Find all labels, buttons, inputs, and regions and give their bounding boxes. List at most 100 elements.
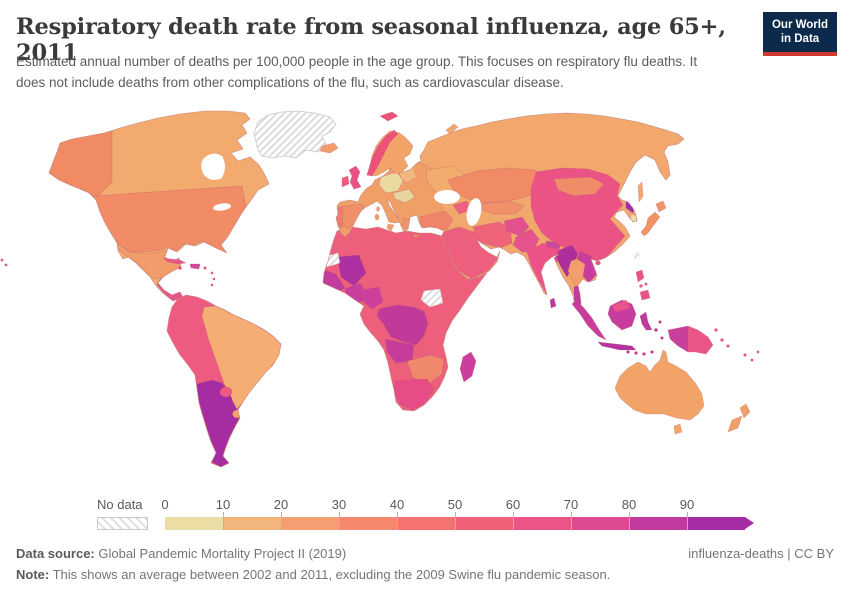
region-norway[interactable] <box>366 129 399 177</box>
region-new-zealand-south[interactable] <box>727 415 743 433</box>
region-vanuatu[interactable] <box>750 358 754 362</box>
region-puerto-rico[interactable] <box>203 266 207 270</box>
region-lesser-sunda[interactable] <box>650 350 654 354</box>
region-philippines-visayas[interactable] <box>639 284 643 288</box>
region-novaya-zemlya[interactable] <box>445 123 459 135</box>
legend-segment[interactable] <box>687 517 745 530</box>
legend-segment[interactable] <box>397 517 455 530</box>
region-turkey[interactable] <box>419 210 454 232</box>
data-source-line: Data source: Global Pandemic Mortality P… <box>16 546 346 561</box>
region-crete[interactable] <box>412 234 420 238</box>
region-pacific-wrap[interactable] <box>0 258 4 262</box>
region-paraguay[interactable] <box>219 386 233 398</box>
region-ireland[interactable] <box>341 175 350 188</box>
region-svalbard[interactable] <box>379 111 399 122</box>
legend-no-data-swatch[interactable] <box>97 517 148 530</box>
region-zambia-zimbabwe-botswana[interactable] <box>406 354 445 384</box>
region-lesser-sunda[interactable] <box>626 350 630 354</box>
region-iran[interactable] <box>472 221 513 249</box>
region-philippines-luzon[interactable] <box>635 269 645 283</box>
region-congo-drc[interactable] <box>376 304 429 346</box>
legend-segment[interactable] <box>223 517 281 530</box>
region-java[interactable] <box>597 341 637 351</box>
legend-segment[interactable] <box>455 517 513 530</box>
region-mali[interactable] <box>336 254 367 287</box>
south-america-coast <box>166 294 282 468</box>
region-madagascar[interactable] <box>459 351 477 383</box>
region-corsica[interactable] <box>376 206 380 212</box>
legend-segment[interactable] <box>571 517 629 530</box>
region-china[interactable] <box>530 167 626 262</box>
region-angola[interactable] <box>384 338 415 364</box>
legend-segment[interactable] <box>629 517 687 530</box>
region-philippines-visayas[interactable] <box>644 282 648 286</box>
region-lesser-antilles[interactable] <box>212 277 216 281</box>
region-sulawesi[interactable] <box>639 311 653 331</box>
region-sri-lanka[interactable] <box>549 297 557 309</box>
region-iceland[interactable] <box>319 142 339 154</box>
region-sardinia[interactable] <box>374 213 380 221</box>
region-afghanistan[interactable] <box>503 216 530 237</box>
region-borneo-north[interactable] <box>611 299 631 313</box>
region-pacific-islands[interactable] <box>756 350 760 354</box>
region-solomon-islands[interactable] <box>726 344 730 348</box>
region-japan-honshu[interactable] <box>640 211 661 237</box>
legend-bar <box>165 517 745 530</box>
region-solomon-islands[interactable] <box>720 338 724 342</box>
region-lesser-antilles[interactable] <box>210 271 214 275</box>
region-mongolia[interactable] <box>553 176 605 197</box>
region-nigeria[interactable] <box>361 286 384 310</box>
region-fiji[interactable] <box>743 353 747 357</box>
region-alaska[interactable] <box>44 129 113 199</box>
note-line: Note: This shows an average between 2002… <box>16 567 610 582</box>
legend-segment[interactable] <box>513 517 571 530</box>
region-png-islands[interactable] <box>714 328 718 332</box>
region-pacific-wrap[interactable] <box>4 263 8 267</box>
legend-segment[interactable] <box>281 517 339 530</box>
region-lesser-sunda[interactable] <box>634 351 638 355</box>
legend-segment[interactable] <box>165 517 223 530</box>
region-cuba[interactable] <box>162 257 187 265</box>
region-central-europe[interactable] <box>392 188 416 204</box>
owid-logo[interactable]: Our World in Data <box>763 12 837 56</box>
eurasia-coast <box>335 112 685 312</box>
region-hainan[interactable] <box>595 260 601 266</box>
region-south-sudan[interactable] <box>420 288 444 308</box>
region-japan-hokkaido[interactable] <box>655 200 667 213</box>
caspian-sea <box>466 198 482 226</box>
region-sicily[interactable] <box>386 223 395 232</box>
region-greenland[interactable] <box>253 110 337 159</box>
region-papua-new-guinea[interactable] <box>687 325 714 355</box>
region-moluccas[interactable] <box>654 328 658 332</box>
hudson-bay <box>201 153 225 180</box>
region-hispaniola[interactable] <box>189 263 201 270</box>
region-philippines-mindanao[interactable] <box>639 289 651 301</box>
data-source-label: Data source: <box>16 546 95 561</box>
region-portugal[interactable] <box>336 206 344 229</box>
legend-no-data-label: No data <box>97 497 143 512</box>
data-source-text: Global Pandemic Mortality Project II (20… <box>94 546 347 561</box>
region-jamaica[interactable] <box>178 266 182 270</box>
legend-segment[interactable] <box>339 517 397 530</box>
region-uruguay[interactable] <box>232 409 242 419</box>
region-uzbekistan-turkmenistan[interactable] <box>479 200 525 215</box>
great-lakes <box>213 203 231 211</box>
region-lesser-sunda[interactable] <box>642 352 646 356</box>
region-new-guinea-west[interactable] <box>667 325 689 353</box>
legend-arrow <box>745 517 754 529</box>
region-united-kingdom[interactable] <box>348 165 362 190</box>
region-moluccas[interactable] <box>660 336 664 340</box>
black-sea <box>434 190 460 204</box>
region-moluccas[interactable] <box>658 320 662 324</box>
region-sakhalin[interactable] <box>637 181 644 203</box>
region-australia[interactable] <box>614 349 705 421</box>
region-sumatra[interactable] <box>571 299 607 341</box>
region-taiwan[interactable] <box>634 251 640 261</box>
attribution[interactable]: influenza-deaths | CC BY <box>688 546 834 561</box>
region-lesser-antilles[interactable] <box>210 283 214 287</box>
region-tasmania[interactable] <box>673 423 683 435</box>
region-new-zealand-north[interactable] <box>739 403 751 419</box>
region-south-africa[interactable] <box>393 378 435 411</box>
